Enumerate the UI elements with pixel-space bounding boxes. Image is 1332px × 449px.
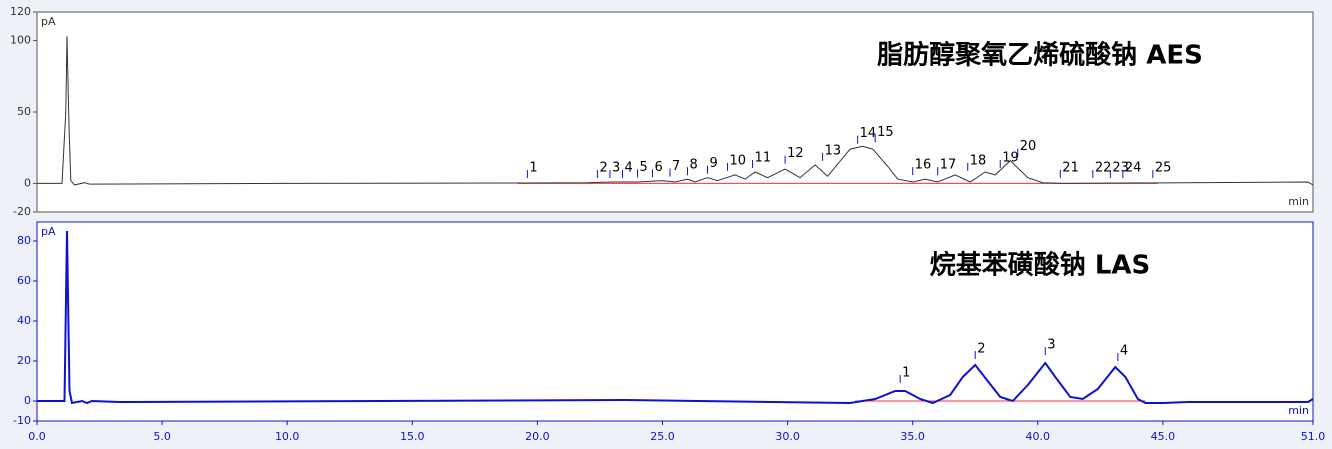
y-tick-label: 120 (10, 5, 31, 18)
peak-label: 3 (612, 161, 620, 176)
peak-label: 2 (977, 342, 985, 357)
x-tick-label: 0.0 (28, 430, 46, 443)
peak-label: 4 (624, 161, 632, 176)
signal-trace (37, 36, 1314, 186)
peak-label: 18 (970, 153, 987, 168)
x-tick-label: 51.0 (1301, 430, 1326, 443)
peak-label: 4 (1120, 344, 1128, 359)
y-tick-label: 60 (17, 274, 31, 287)
plot-area (36, 221, 1314, 422)
x-tick-label: 35.0 (900, 430, 925, 443)
peak-label: 20 (1020, 139, 1037, 154)
x-tick-label: 10.0 (275, 430, 300, 443)
y-tick-label: 100 (10, 34, 31, 47)
peak-label: 17 (940, 158, 957, 173)
y-tick-label: -10 (13, 414, 31, 427)
y-unit: pA (41, 15, 56, 28)
peak-label: 23 (1112, 161, 1129, 176)
peak-label: 7 (672, 159, 680, 174)
peak-label: 22 (1095, 161, 1112, 176)
peak-label: 9 (710, 156, 718, 171)
y-tick-label: 20 (17, 354, 31, 367)
x-tick-label: 25.0 (650, 430, 675, 443)
x-unit: min (1288, 195, 1309, 208)
x-tick-label: 45.0 (1151, 430, 1176, 443)
y-tick-label: 0 (24, 394, 31, 407)
y-tick-label: -20 (13, 205, 31, 218)
x-tick-label: 15.0 (400, 430, 425, 443)
peak-label: 15 (877, 125, 894, 140)
panel-title: 脂肪醇聚氧乙烯硫酸钠 AES (877, 40, 1203, 71)
plot-area (36, 11, 1314, 213)
y-tick-label: 80 (17, 234, 31, 247)
panel-title: 烷基苯磺酸钠 LAS (930, 250, 1150, 281)
peak-label: 19 (1002, 151, 1019, 166)
y-unit: pA (41, 225, 56, 238)
peak-label: 16 (915, 158, 932, 173)
peak-label: 6 (654, 160, 662, 175)
y-tick-label: 40 (17, 314, 31, 327)
x-tick-label: 30.0 (775, 430, 800, 443)
signal-trace (37, 230, 1314, 405)
peak-label: 25 (1155, 161, 1172, 176)
x-tick-label: 40.0 (1026, 430, 1051, 443)
peak-label: 24 (1125, 161, 1142, 176)
x-tick-label: 20.0 (525, 430, 550, 443)
y-tick-label: 0 (24, 176, 31, 189)
peak-label: 2 (599, 161, 607, 176)
x-tick-label: 5.0 (153, 430, 171, 443)
peak-label: 5 (639, 160, 647, 175)
peak-label: 8 (690, 158, 698, 173)
peak-label: 21 (1062, 161, 1079, 176)
peak-label: 14 (860, 126, 877, 141)
peak-label: 11 (755, 151, 772, 166)
peak-label: 1 (902, 366, 910, 381)
peak-label: 1 (529, 161, 537, 176)
y-tick-label: 50 (17, 105, 31, 118)
peak-label: 3 (1047, 338, 1055, 353)
x-unit: min (1288, 404, 1309, 417)
peak-label: 10 (730, 153, 747, 168)
peak-label: 12 (787, 146, 804, 161)
peak-label: 13 (825, 143, 842, 158)
